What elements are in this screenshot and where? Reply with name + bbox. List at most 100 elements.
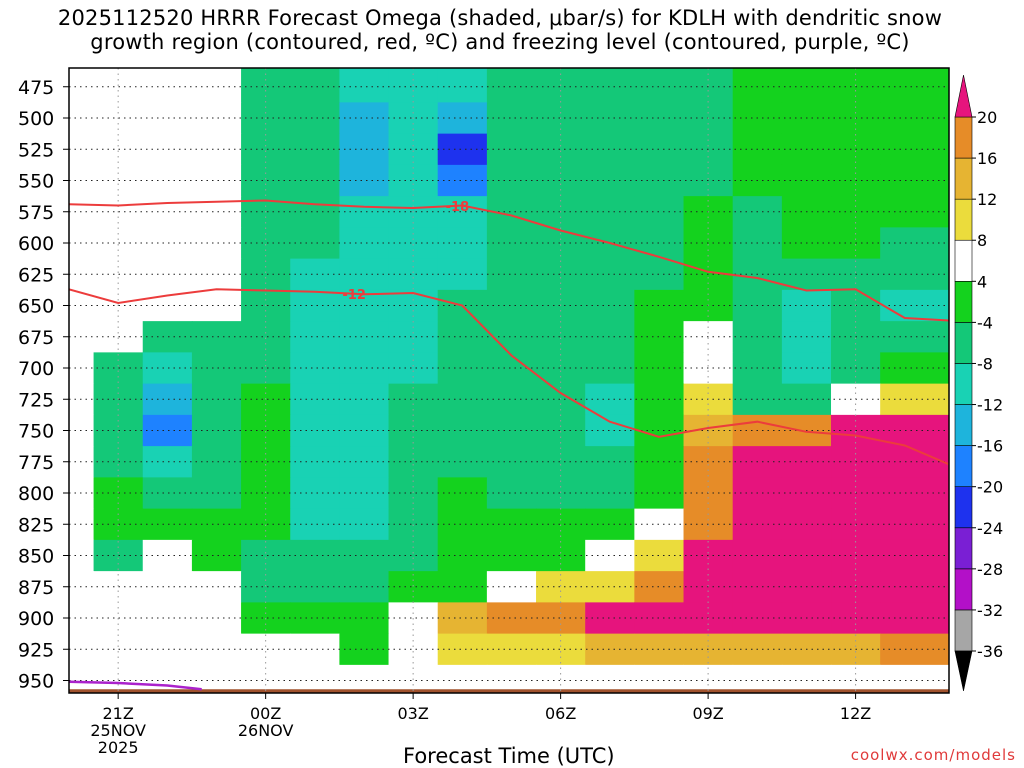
omega-cell bbox=[339, 352, 390, 385]
omega-cell bbox=[536, 133, 586, 166]
omega-cell bbox=[93, 633, 144, 666]
omega-cell bbox=[339, 196, 390, 228]
omega-cell bbox=[388, 321, 439, 353]
omega-cell bbox=[69, 321, 95, 353]
colorbar-label: -4 bbox=[977, 313, 993, 332]
omega-cell bbox=[585, 196, 635, 228]
omega-cell bbox=[191, 633, 242, 666]
colorbar-label: -24 bbox=[977, 519, 1003, 538]
omega-cell bbox=[880, 664, 949, 693]
omega-cell bbox=[880, 164, 949, 197]
omega-cell bbox=[191, 602, 242, 635]
y-tick-label: 925 bbox=[18, 639, 54, 661]
colorbar-bin bbox=[954, 568, 973, 611]
omega-cell bbox=[339, 227, 390, 260]
omega-cell bbox=[634, 133, 685, 166]
omega-cell bbox=[880, 383, 949, 416]
omega-cell bbox=[634, 321, 685, 353]
omega-cell bbox=[585, 414, 635, 447]
y-tick-label: 600 bbox=[18, 233, 54, 255]
colorbar-label: -36 bbox=[977, 642, 1003, 661]
colorbar-label: -20 bbox=[977, 478, 1003, 497]
omega-cell bbox=[732, 68, 783, 103]
omega-cell bbox=[486, 258, 537, 291]
omega-cell bbox=[290, 414, 340, 447]
omega-cell bbox=[437, 164, 488, 197]
omega-cell bbox=[93, 133, 144, 166]
omega-cell bbox=[93, 539, 144, 572]
omega-cell bbox=[634, 227, 685, 260]
omega-cell bbox=[191, 133, 242, 166]
omega-cell bbox=[486, 289, 537, 322]
omega-cell bbox=[191, 102, 242, 135]
omega-cell bbox=[486, 133, 537, 166]
omega-cell bbox=[437, 68, 488, 103]
omega-cell bbox=[634, 102, 685, 135]
omega-cell bbox=[142, 446, 193, 478]
colorbar-label: 16 bbox=[977, 149, 997, 168]
omega-cell bbox=[241, 539, 291, 572]
x-tick-label: 03Z bbox=[397, 704, 428, 723]
omega-cell bbox=[437, 414, 488, 447]
omega-cell bbox=[634, 477, 685, 510]
omega-cell bbox=[339, 571, 390, 603]
omega-cell bbox=[93, 227, 144, 260]
colorbar-bin bbox=[954, 198, 973, 241]
chart-title: 2025112520 HRRR Forecast Omega (shaded, … bbox=[0, 6, 1000, 54]
omega-cell bbox=[290, 164, 340, 197]
omega-cell bbox=[388, 164, 439, 197]
source-url: coolwx.com/models bbox=[850, 746, 1016, 764]
omega-cell bbox=[339, 258, 390, 291]
omega-cell bbox=[191, 258, 242, 291]
omega-cell bbox=[880, 321, 949, 353]
omega-cell bbox=[142, 633, 193, 666]
omega-cell bbox=[241, 227, 291, 260]
omega-cell bbox=[142, 571, 193, 603]
x-tick-label: 09Z bbox=[692, 704, 723, 723]
omega-cell bbox=[191, 164, 242, 197]
dendritic-contour-line bbox=[69, 288, 949, 466]
omega-cell bbox=[290, 664, 340, 693]
omega-cell bbox=[388, 477, 439, 510]
omega-cell bbox=[634, 383, 685, 416]
omega-cell bbox=[781, 664, 832, 693]
omega-cell bbox=[880, 352, 949, 385]
y-tick-label: 650 bbox=[18, 296, 54, 318]
x-tick-label: 21Z bbox=[102, 704, 133, 723]
omega-cell bbox=[486, 539, 537, 572]
omega-cell bbox=[486, 446, 537, 478]
y-tick-label: 550 bbox=[18, 171, 54, 193]
omega-cell bbox=[290, 446, 340, 478]
omega-cell bbox=[191, 477, 242, 510]
omega-cell bbox=[142, 383, 193, 416]
colorbar-label: -8 bbox=[977, 354, 993, 373]
x-tick-label: 00Z bbox=[250, 704, 281, 723]
omega-cell bbox=[536, 571, 586, 603]
omega-cell bbox=[142, 321, 193, 353]
colorbar-under-triangle bbox=[954, 650, 973, 692]
omega-cell bbox=[634, 196, 685, 228]
omega-cell bbox=[69, 68, 95, 103]
omega-cell bbox=[486, 227, 537, 260]
omega-cell bbox=[290, 633, 340, 666]
omega-cell bbox=[880, 508, 949, 541]
x-tick-label: 26NOV bbox=[238, 721, 294, 740]
plot-frame bbox=[68, 67, 950, 694]
omega-cell bbox=[241, 633, 291, 666]
omega-cell bbox=[339, 477, 390, 510]
omega-cell bbox=[634, 258, 685, 291]
omega-cell bbox=[486, 321, 537, 353]
omega-cell bbox=[388, 352, 439, 385]
omega-cell bbox=[191, 539, 242, 572]
omega-cell bbox=[880, 633, 949, 666]
omega-cell bbox=[69, 414, 95, 447]
omega-cell bbox=[69, 133, 95, 166]
omega-cell bbox=[69, 383, 95, 416]
omega-cell bbox=[880, 227, 949, 260]
omega-cell bbox=[93, 352, 144, 385]
omega-cell bbox=[388, 571, 439, 603]
omega-cell bbox=[290, 102, 340, 135]
y-axis: 475 500 525 550 575 600 625 650 675 700 725 750 775 8… bbox=[18, 77, 69, 693]
omega-cell bbox=[634, 571, 685, 603]
omega-cell bbox=[69, 227, 95, 260]
